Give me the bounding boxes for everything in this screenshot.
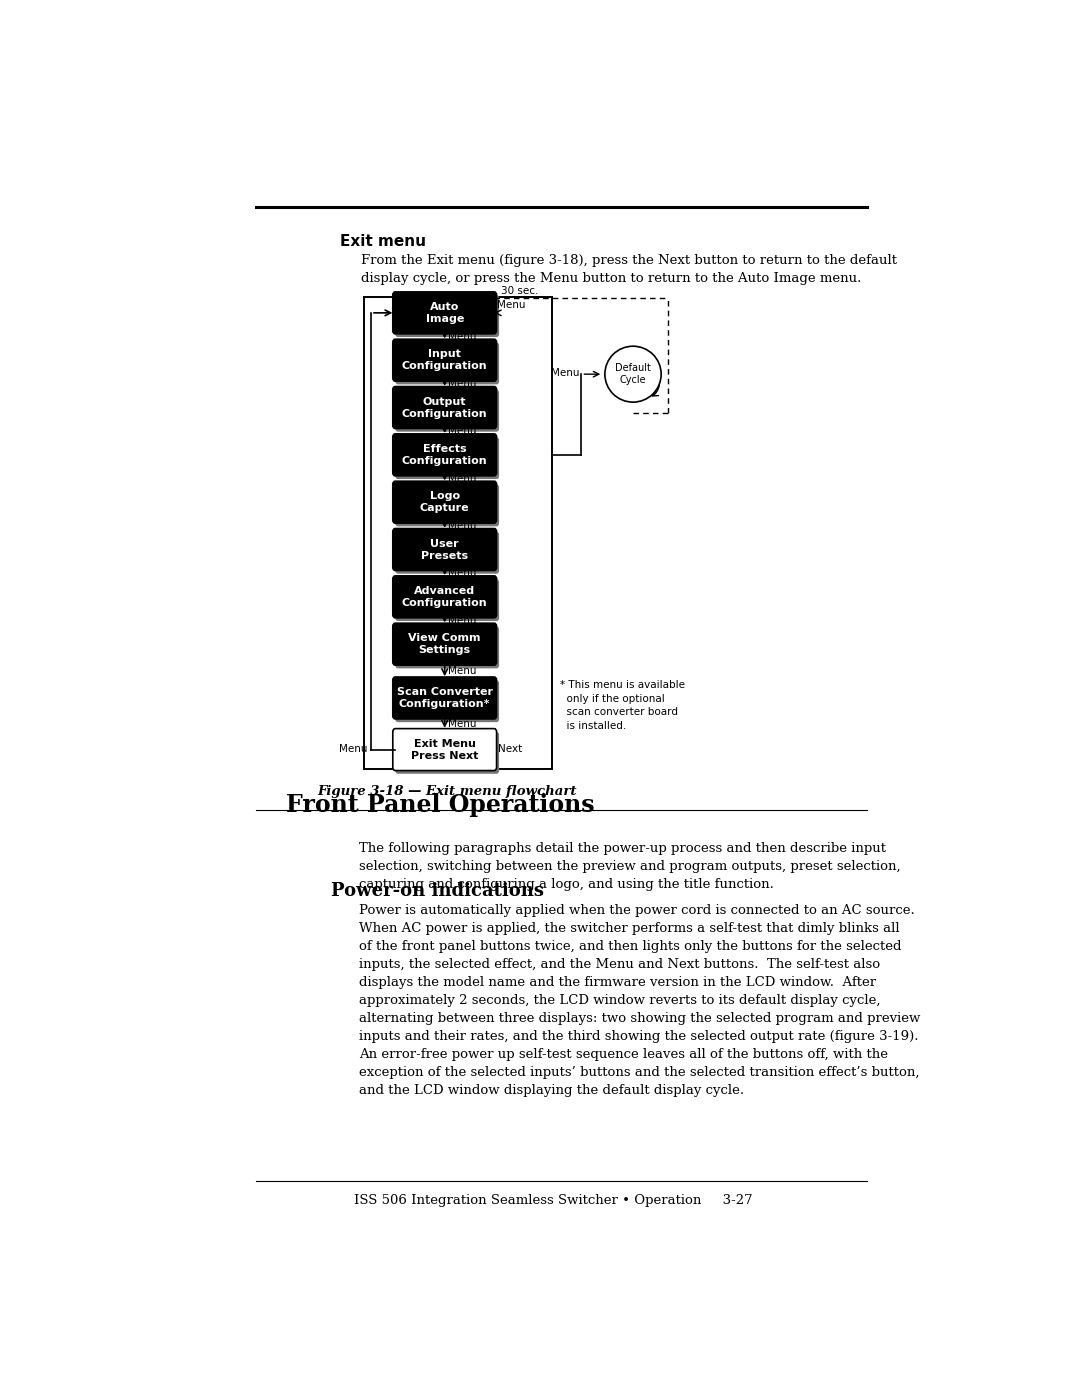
- Text: Menu: Menu: [551, 367, 580, 379]
- Text: From the Exit menu (figure 3-18), press the Next button to return to the default: From the Exit menu (figure 3-18), press …: [361, 254, 897, 285]
- FancyBboxPatch shape: [393, 623, 497, 665]
- Text: ISS 506 Integration Seamless Switcher • Operation     3-27: ISS 506 Integration Seamless Switcher • …: [354, 1194, 753, 1207]
- FancyBboxPatch shape: [395, 580, 499, 622]
- FancyBboxPatch shape: [395, 680, 499, 722]
- Text: Auto
Image: Auto Image: [426, 302, 464, 324]
- FancyBboxPatch shape: [393, 678, 497, 719]
- FancyBboxPatch shape: [393, 292, 497, 334]
- FancyBboxPatch shape: [395, 532, 499, 574]
- Text: Next: Next: [498, 743, 523, 753]
- Text: * This menu is available
  only if the optional
  scan converter board
  is inst: * This menu is available only if the opt…: [561, 680, 685, 731]
- Text: Menu: Menu: [498, 299, 526, 310]
- Text: The following paragraphs detail the power-up process and then describe input
sel: The following paragraphs detail the powe…: [360, 842, 901, 891]
- FancyBboxPatch shape: [393, 729, 497, 771]
- Text: User
Presets: User Presets: [421, 538, 469, 560]
- Text: Menu: Menu: [448, 719, 476, 729]
- Text: Output
Configuration: Output Configuration: [402, 397, 487, 419]
- Text: Front Panel Operations: Front Panel Operations: [285, 793, 594, 817]
- FancyBboxPatch shape: [395, 295, 499, 337]
- Text: Power is automatically applied when the power cord is connected to an AC source.: Power is automatically applied when the …: [360, 904, 920, 1098]
- Ellipse shape: [605, 346, 661, 402]
- Text: Figure 3-18 — Exit menu flowchart: Figure 3-18 — Exit menu flowchart: [318, 785, 577, 798]
- FancyBboxPatch shape: [393, 339, 497, 381]
- Text: Menu: Menu: [448, 426, 476, 436]
- Text: Menu: Menu: [448, 474, 476, 483]
- Text: Menu: Menu: [448, 616, 476, 626]
- Text: Exit menu: Exit menu: [340, 235, 427, 249]
- Text: Menu: Menu: [448, 569, 476, 578]
- FancyBboxPatch shape: [393, 434, 497, 476]
- Text: Menu: Menu: [339, 743, 367, 753]
- Text: Advanced
Configuration: Advanced Configuration: [402, 585, 487, 608]
- Bar: [364, 296, 552, 768]
- FancyBboxPatch shape: [395, 437, 499, 479]
- Text: Power-on indications: Power-on indications: [330, 882, 544, 900]
- Text: Effects
Configuration: Effects Configuration: [402, 444, 487, 465]
- Text: Menu: Menu: [448, 666, 476, 676]
- Text: Exit Menu
Press Next: Exit Menu Press Next: [411, 739, 478, 760]
- Text: Logo
Capture: Logo Capture: [420, 492, 470, 513]
- Text: View Comm
Settings: View Comm Settings: [408, 633, 481, 655]
- FancyBboxPatch shape: [395, 626, 499, 668]
- Text: Menu: Menu: [448, 379, 476, 388]
- FancyBboxPatch shape: [393, 387, 497, 429]
- Text: Scan Converter
Configuration*: Scan Converter Configuration*: [396, 687, 492, 708]
- FancyBboxPatch shape: [395, 390, 499, 432]
- Text: Default
Cycle: Default Cycle: [616, 363, 651, 386]
- FancyBboxPatch shape: [393, 576, 497, 617]
- FancyBboxPatch shape: [393, 528, 497, 570]
- FancyBboxPatch shape: [393, 481, 497, 522]
- FancyBboxPatch shape: [395, 732, 499, 774]
- Text: Menu: Menu: [448, 331, 476, 341]
- Text: Menu: Menu: [448, 521, 476, 531]
- FancyBboxPatch shape: [395, 342, 499, 384]
- Text: 30 sec.: 30 sec.: [501, 285, 538, 296]
- Text: Input
Configuration: Input Configuration: [402, 349, 487, 372]
- FancyBboxPatch shape: [395, 485, 499, 527]
